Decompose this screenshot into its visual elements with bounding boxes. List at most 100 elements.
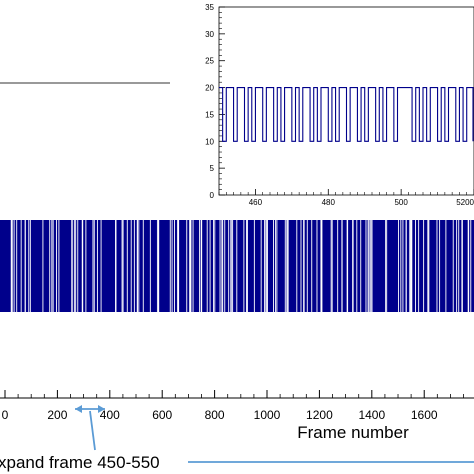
- main-band-gap: [370, 220, 372, 312]
- main-band-gap: [306, 220, 308, 312]
- range-arrow-head-left: [75, 405, 82, 413]
- main-x-tick-label: 1000: [254, 408, 281, 422]
- main-band-gap: [368, 220, 370, 312]
- inset-y-tick-label: 35: [205, 3, 214, 12]
- main-band-gap: [58, 220, 60, 312]
- main-band-gap: [439, 220, 441, 312]
- main-band-gap: [71, 220, 73, 312]
- main-band-gap: [284, 220, 286, 312]
- main-band-gap: [133, 220, 135, 312]
- main-band-gap: [28, 220, 30, 312]
- main-band-gap: [398, 220, 399, 312]
- main-band-gap: [192, 220, 194, 312]
- main-band-gap: [29, 220, 31, 312]
- main-band-gap: [213, 220, 214, 312]
- main-band-gap: [73, 220, 75, 312]
- inset-series-line: [219, 87, 474, 142]
- main-band-gap: [92, 220, 94, 312]
- annotation-text: xpand frame 450-550: [0, 453, 160, 472]
- main-band-gap: [189, 220, 191, 312]
- main-band-gap: [156, 220, 158, 312]
- inset-y-tick-label: 0: [210, 191, 215, 200]
- main-band-gap: [445, 220, 447, 312]
- main-band-gap: [243, 220, 245, 312]
- main-band-gap: [418, 220, 420, 312]
- main-x-axis-label: Frame number: [297, 423, 409, 442]
- main-band-gap: [222, 220, 224, 312]
- main-band-gap: [352, 220, 354, 312]
- main-band-gap: [77, 220, 79, 312]
- main-band-gap: [82, 220, 84, 312]
- main-band-gap: [452, 220, 454, 312]
- inset-y-tick-label: 10: [205, 137, 214, 146]
- main-band-gap: [468, 220, 470, 312]
- main-band-gap: [42, 220, 44, 312]
- main-band-gap: [178, 220, 180, 312]
- main-band-gap: [228, 220, 230, 312]
- main-band-gap: [415, 220, 416, 312]
- main-band-gap: [186, 220, 188, 312]
- range-arrow-head-right: [98, 405, 105, 413]
- main-band-gap: [266, 220, 268, 312]
- expand-annotation: xpand frame 450-550: [0, 405, 474, 472]
- main-band-gap: [264, 220, 266, 312]
- main-band-gap: [320, 220, 322, 312]
- main-band-gap: [100, 220, 102, 312]
- main-band-gap: [190, 220, 192, 312]
- main-band-gap: [346, 220, 348, 312]
- main-band-gap: [410, 220, 412, 312]
- main-band-gap: [13, 220, 15, 312]
- main-band-gap: [137, 220, 138, 312]
- main-band-gap: [300, 220, 302, 312]
- main-band-gap: [49, 220, 51, 312]
- main-band-gap: [467, 220, 469, 312]
- main-band-gap: [206, 220, 208, 312]
- main-band-gap: [189, 220, 191, 312]
- inset-y-tick-label: 5: [210, 164, 215, 173]
- main-band-gap: [71, 220, 73, 312]
- main-band-gap: [201, 220, 203, 312]
- main-band-gap: [96, 220, 98, 312]
- main-band-gap: [260, 220, 262, 312]
- main-band-gap: [456, 220, 458, 312]
- main-band-gap: [230, 220, 232, 312]
- main-band-gap: [461, 220, 463, 312]
- main-band-gap: [224, 220, 226, 312]
- inset-x-tick-label: 460: [249, 198, 263, 207]
- main-band-gap: [316, 220, 318, 312]
- main-band-gap: [11, 220, 13, 312]
- main-band-gap: [402, 220, 404, 312]
- inset-y-axis: 0 5 10 15 20 25 30 35: [205, 3, 225, 200]
- main-band-gap: [405, 220, 407, 312]
- main-band-gap: [360, 220, 362, 312]
- main-band-gap: [142, 220, 144, 312]
- main-band-gap: [253, 220, 255, 312]
- main-band-gap: [247, 220, 248, 312]
- main-band-gap: [321, 220, 323, 312]
- main-band-gap: [177, 220, 179, 312]
- main-band-gap: [427, 220, 429, 312]
- main-x-axis: 0 200 400 600 800 1000 1200 1400 1600: [2, 390, 464, 422]
- main-band-gap: [286, 220, 288, 312]
- main-band-gap: [52, 220, 54, 312]
- main-band-gap: [232, 220, 234, 312]
- main-series-band: [0, 220, 474, 312]
- main-x-tick-label: 1200: [306, 408, 333, 422]
- main-band-gap: [130, 220, 132, 312]
- main-band-gap: [177, 220, 179, 312]
- main-band-gap: [75, 220, 77, 312]
- main-chart: 0 200 400 600 800 1000 1200 1400 1600 Frame numb…: [0, 220, 474, 442]
- main-band-gap: [126, 220, 128, 312]
- main-band-gap: [93, 220, 95, 312]
- main-x-tick-label: 600: [152, 408, 172, 422]
- main-band-gap: [158, 220, 160, 312]
- main-band-gap: [221, 220, 223, 312]
- main-band-gap: [311, 220, 313, 312]
- annotation-pointer-line: [89, 410, 96, 451]
- main-band-gap: [356, 220, 358, 312]
- main-band-gap: [273, 220, 274, 312]
- main-x-tick-label: 400: [100, 408, 120, 422]
- inset-y-tick-label: 20: [205, 84, 214, 93]
- main-band-gap: [409, 220, 411, 312]
- main-x-tick-label: 1400: [358, 408, 385, 422]
